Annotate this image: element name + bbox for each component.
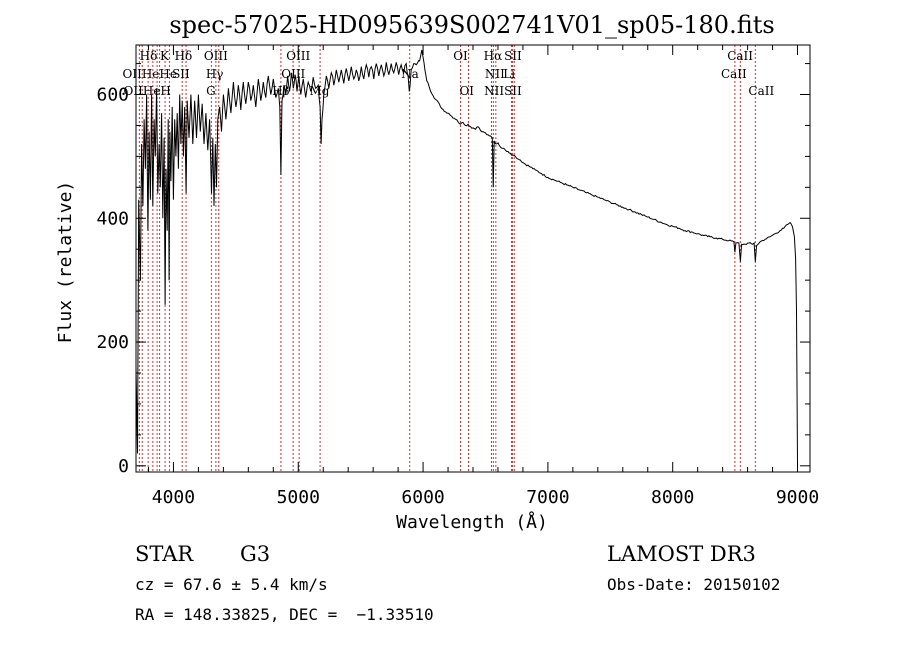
line-label-r2-4: OI: [459, 84, 474, 98]
line-label-r0-7: SII: [504, 49, 522, 63]
spectrum-line: [135, 49, 798, 466]
line-label-r0-4: OIII: [286, 49, 310, 63]
line-label-r1-2: Hγ: [206, 67, 224, 81]
survey-name: LAMOST DR3: [607, 542, 756, 566]
spectral-line-markers: [138, 45, 756, 472]
line-label-r1-1: SII: [172, 67, 190, 81]
x-axis-label: Wavelength (Å): [396, 511, 548, 533]
line-label-r1-3: OIII: [281, 67, 305, 81]
object-subclass: G3: [240, 542, 270, 566]
line-label-r0-1: K: [160, 49, 170, 63]
axes: 4000 5000 6000 7000 8000 9000 0 200 400 600: [96, 44, 819, 508]
line-label-r1-4: Na: [401, 67, 419, 81]
line-label-r2-0: OIIHeH: [124, 84, 171, 98]
line-label-r2-5: NIISII: [484, 84, 522, 98]
coordinates-readout: RA = 148.33825, DEC = −1.33510: [135, 605, 434, 624]
x-tick-label-1: 5000: [277, 487, 320, 508]
line-label-r0-3: OIII: [204, 49, 228, 63]
object-class: STAR: [135, 542, 194, 566]
y-tick-label-0: 0: [118, 456, 129, 477]
x-tick-label-4: 8000: [651, 487, 694, 508]
line-label-r1-5: NII: [485, 67, 505, 81]
y-tick-label-3: 600: [96, 85, 129, 106]
y-tick-label-1: 200: [96, 332, 129, 353]
x-tick-label-3: 7000: [526, 487, 569, 508]
line-label-r0-0: Hδ: [140, 49, 158, 63]
line-label-r1-7: CaII: [721, 67, 747, 81]
x-tick-label-0: 4000: [152, 487, 195, 508]
x-tick-label-2: 6000: [401, 487, 444, 508]
y-axis-label: Flux (relative): [55, 181, 76, 344]
line-label-r0-2: Hδ: [175, 49, 193, 63]
chart-title: spec-57025-HD095639S002741V01_sp05-180.f…: [169, 11, 774, 39]
line-label-r2-1: G: [206, 84, 216, 98]
line-label-r2-6: CaII: [748, 84, 774, 98]
line-label-r1-6: Li: [503, 67, 515, 81]
plot-frame: [135, 44, 811, 473]
observation-date: Obs-Date: 20150102: [607, 575, 780, 594]
line-label-r0-5: OI: [453, 49, 468, 63]
line-label-r0-8: CaII: [727, 49, 753, 63]
line-label-r0-6: Hα: [484, 49, 503, 63]
line-label-r1-0: OIIHeHe: [123, 67, 177, 81]
redshift-readout: cz = 67.6 ± 5.4 km/s: [135, 575, 328, 594]
y-tick-label-2: 400: [96, 208, 129, 229]
x-tick-label-5: 9000: [776, 487, 819, 508]
